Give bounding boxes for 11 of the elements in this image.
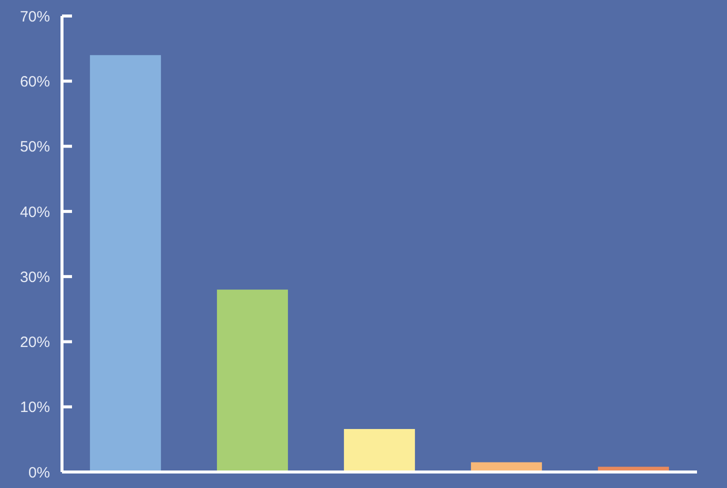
y-tick-label: 40% [20,204,50,221]
y-tick-label: 10% [20,399,50,416]
bar [344,429,415,472]
bar [90,55,161,472]
bar [216,290,288,472]
y-tick-label: 70% [20,8,50,26]
y-tick-label: 0% [28,464,50,482]
y-tick-label: 60% [20,73,50,90]
y-tick-label: 30% [20,268,50,286]
y-tick-label: 20% [20,334,50,352]
y-tick-label: 50% [20,138,50,156]
